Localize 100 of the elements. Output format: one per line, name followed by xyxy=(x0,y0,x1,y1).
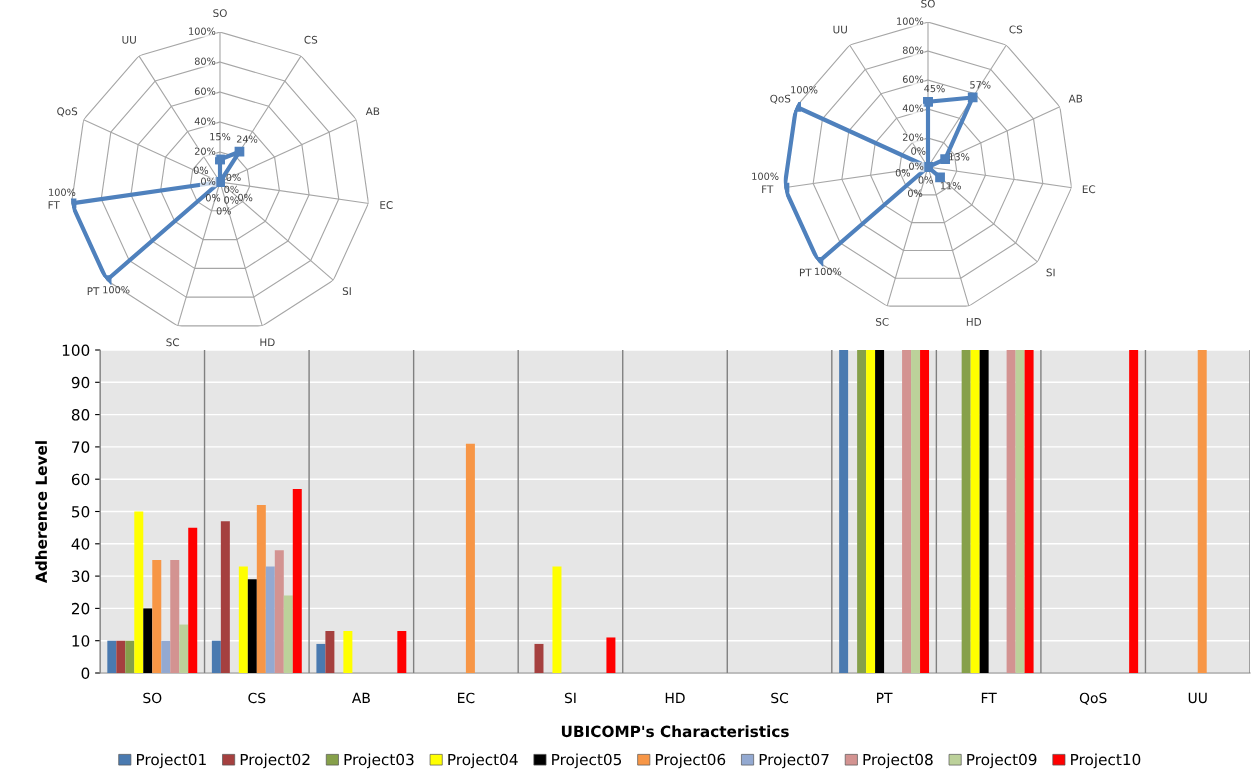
legend-label: Project03 xyxy=(344,753,414,769)
bar xyxy=(961,350,971,673)
spoke-label: SC xyxy=(166,338,180,347)
legend-label: Project10 xyxy=(1071,753,1141,769)
spoke-label: CS xyxy=(1009,25,1023,34)
spoke-label: HD xyxy=(966,318,982,326)
spoke-label: SI xyxy=(342,287,351,296)
y-tick-label: 90 xyxy=(71,376,90,389)
x-tick-label: SO xyxy=(143,692,162,704)
bar xyxy=(839,350,849,673)
data-label: 11% xyxy=(940,182,961,190)
x-tick-label: EC xyxy=(458,692,475,704)
bar xyxy=(902,350,912,673)
y-tick-label: 100 xyxy=(62,344,90,357)
bar xyxy=(116,640,126,673)
spoke-label: EC xyxy=(1082,185,1096,194)
y-tick-label: 70 xyxy=(72,441,90,453)
bar xyxy=(920,350,930,673)
x-tick-label: FT xyxy=(981,692,997,703)
legend-label: Project05 xyxy=(552,753,622,769)
y-tick-label: 20% xyxy=(902,133,924,141)
data-label: 15% xyxy=(210,132,231,141)
spoke-label: UU xyxy=(833,25,847,34)
spoke-label: PT xyxy=(87,287,100,295)
y-tick-label: 20% xyxy=(194,147,216,155)
x-tick-label: SI xyxy=(564,692,576,704)
bar xyxy=(283,595,293,673)
y-tick-label: 60 xyxy=(71,473,90,486)
spoke-label: QoS xyxy=(770,94,791,104)
legend-label: Project07 xyxy=(759,753,829,769)
data-label: 0% xyxy=(918,176,933,184)
spoke-label: SI xyxy=(1046,268,1055,277)
bar xyxy=(875,350,885,673)
bar xyxy=(1129,350,1139,673)
x-tick-label: UU xyxy=(1188,692,1207,704)
bar xyxy=(970,350,980,673)
y-tick-label: 0 xyxy=(81,667,90,680)
bar xyxy=(397,631,407,673)
bar xyxy=(152,559,162,673)
data-label: 57% xyxy=(970,81,991,89)
data-label: 0% xyxy=(224,185,239,193)
x-tick-label: CS xyxy=(248,692,266,704)
y-tick-label: 40% xyxy=(194,117,216,125)
y-tick-label: 40% xyxy=(902,104,924,112)
x-tick-label: QoS xyxy=(1079,692,1107,705)
bar xyxy=(1024,350,1034,673)
y-tick-label: 100% xyxy=(189,27,216,35)
y-tick-label: 50 xyxy=(72,505,90,518)
y-tick-label: 30 xyxy=(72,570,90,583)
bar xyxy=(606,637,616,673)
legend-label: Project08 xyxy=(863,753,933,769)
bar xyxy=(179,624,189,673)
bar xyxy=(1015,350,1025,673)
y-tick-label: 10 xyxy=(72,635,90,647)
y-tick-label: 40 xyxy=(71,538,90,550)
y-tick-label: 20 xyxy=(71,602,90,615)
bar xyxy=(220,521,230,673)
bar xyxy=(857,350,867,673)
spoke-label: SO xyxy=(921,0,935,8)
bar xyxy=(911,350,921,673)
bar xyxy=(161,640,171,673)
x-tick-label: PT xyxy=(877,692,893,703)
bar xyxy=(866,350,876,673)
y-tick-label: 0% xyxy=(909,162,924,170)
y-tick-label: 60% xyxy=(194,87,216,95)
bar xyxy=(534,643,544,673)
legend-label: Project06 xyxy=(655,753,726,769)
bar xyxy=(211,640,221,673)
y-tick-label: 0% xyxy=(201,177,216,185)
bar xyxy=(125,640,135,673)
y-axis-title: Adherence Level xyxy=(35,441,48,584)
spoke-label: UU xyxy=(122,35,136,44)
spoke-label: SO xyxy=(213,9,227,18)
y-tick-label: 100% xyxy=(897,17,924,25)
bar xyxy=(325,631,335,673)
bar xyxy=(979,350,989,673)
spoke-label: AB xyxy=(1068,94,1083,103)
bar xyxy=(170,559,180,673)
y-tick-label: 60% xyxy=(902,75,924,83)
data-label: 100% xyxy=(815,267,842,276)
bar xyxy=(247,579,257,673)
bar xyxy=(316,643,326,673)
legend-label: Project02 xyxy=(240,753,310,769)
bar xyxy=(274,550,284,673)
legend-label: Project04 xyxy=(448,753,518,769)
x-tick-label: HD xyxy=(665,692,685,703)
bar xyxy=(343,631,353,673)
spoke-label: AB xyxy=(365,107,380,116)
spoke-label: PT xyxy=(799,268,812,277)
bar xyxy=(256,505,266,673)
spoke-label: EC xyxy=(380,201,393,209)
bar xyxy=(265,566,275,673)
data-label: 0% xyxy=(216,207,231,215)
data-label: 100% xyxy=(791,86,818,94)
bar xyxy=(107,640,117,673)
legend-label: Project01 xyxy=(137,753,206,769)
spoke-label: QoS xyxy=(57,107,78,117)
data-label: 45% xyxy=(924,84,945,93)
data-label: 100% xyxy=(752,172,779,180)
bar xyxy=(238,566,248,673)
